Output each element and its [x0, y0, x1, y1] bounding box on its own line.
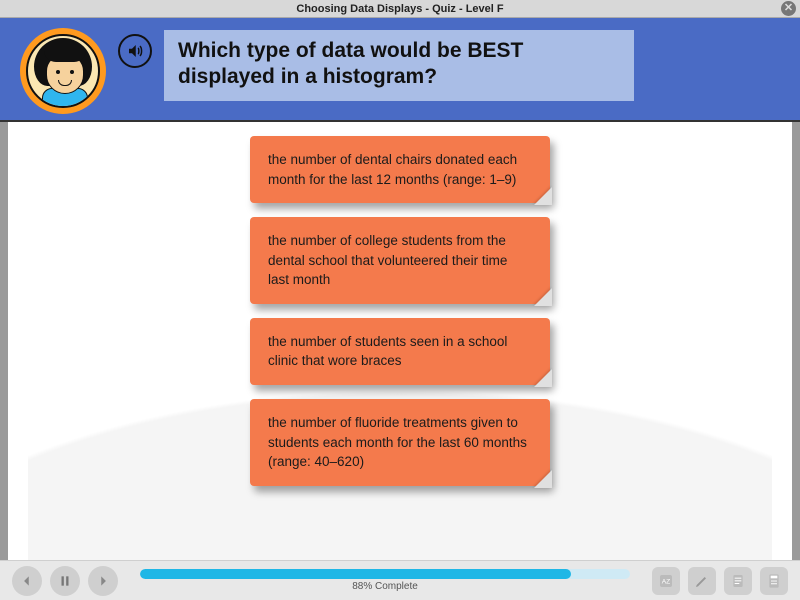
- footer-bar: 88% Complete AZ: [0, 560, 800, 600]
- progress: 88% Complete: [126, 569, 644, 592]
- notes-icon[interactable]: [724, 567, 752, 595]
- glossary-icon[interactable]: AZ: [652, 567, 680, 595]
- answer-option[interactable]: the number of college students from the …: [250, 217, 550, 304]
- question-header: Which type of data would be BEST display…: [0, 18, 800, 122]
- forward-icon[interactable]: [88, 566, 118, 596]
- back-icon[interactable]: [12, 566, 42, 596]
- close-icon[interactable]: ✕: [781, 1, 796, 16]
- title-text: Choosing Data Displays - Quiz - Level F: [296, 3, 503, 15]
- progress-label: 88% Complete: [352, 581, 418, 592]
- svg-text:AZ: AZ: [662, 578, 671, 585]
- options-list: the number of dental chairs donated each…: [8, 122, 792, 486]
- progress-bar: [140, 569, 630, 579]
- progress-fill: [140, 569, 571, 579]
- pencil-icon[interactable]: [688, 567, 716, 595]
- calculator-icon[interactable]: [760, 567, 788, 595]
- answer-option[interactable]: the number of fluoride treatments given …: [250, 399, 550, 486]
- question-text: Which type of data would be BEST display…: [178, 38, 620, 91]
- content-area: the number of dental chairs donated each…: [0, 122, 800, 562]
- audio-icon[interactable]: [118, 34, 152, 68]
- pause-icon[interactable]: [50, 566, 80, 596]
- answer-option[interactable]: the number of dental chairs donated each…: [250, 136, 550, 203]
- question-box: Which type of data would be BEST display…: [164, 30, 634, 101]
- avatar: [20, 28, 106, 114]
- title-bar: Choosing Data Displays - Quiz - Level F …: [0, 0, 800, 18]
- answer-option[interactable]: the number of students seen in a school …: [250, 318, 550, 385]
